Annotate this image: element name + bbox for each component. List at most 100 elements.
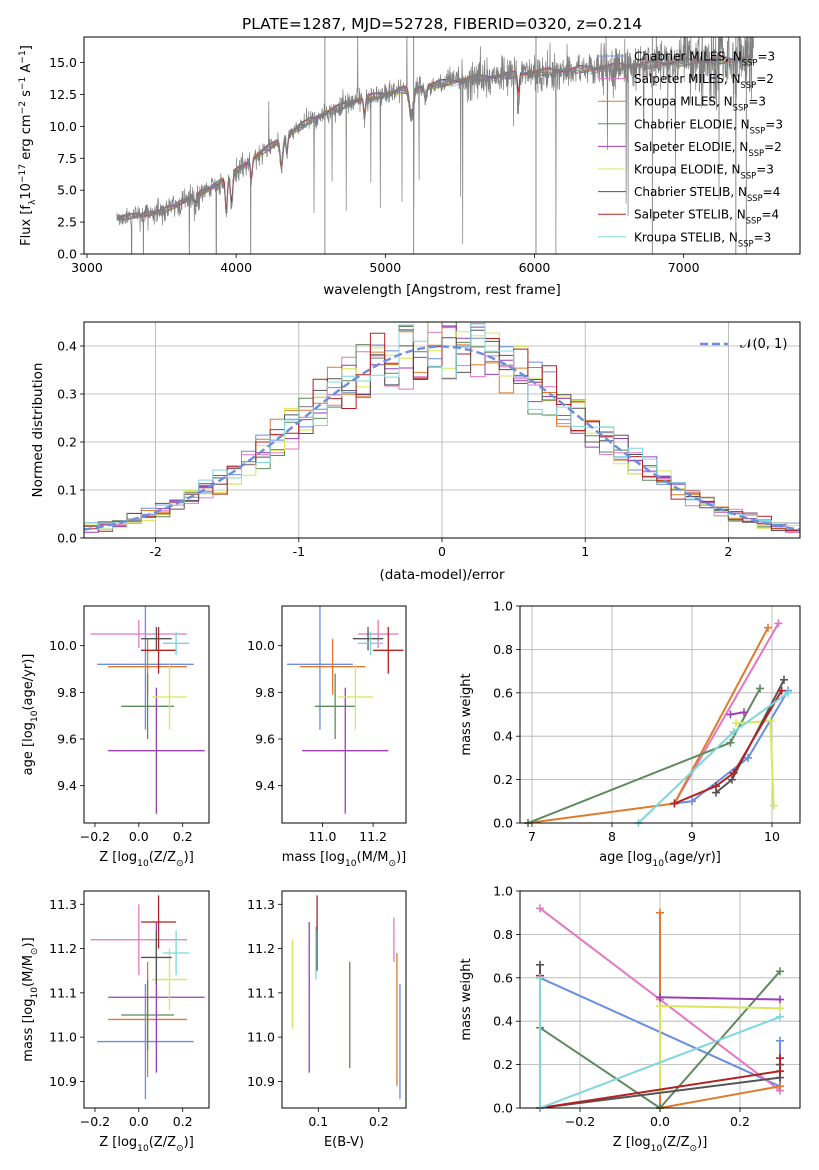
legend-label-part: SSP bbox=[748, 148, 764, 158]
x-tick-label: 4000 bbox=[220, 260, 252, 275]
y-tick-label: 0.8 bbox=[493, 927, 513, 942]
age-vs-mass-panel: 11.0 11.2 9.4 9.6 9.8 10.0 mass [log10(M/M⊙)] bbox=[247, 605, 407, 869]
y-tick-label: 11.0 bbox=[49, 1030, 77, 1045]
y-tick-label: 1.0 bbox=[493, 599, 513, 614]
plot-frame bbox=[519, 605, 801, 824]
x-axis-label-part: E(B-V) bbox=[324, 1135, 364, 1150]
x-tick-label: 0.0 bbox=[650, 1114, 670, 1129]
y-tick-label: 0.2 bbox=[493, 772, 513, 787]
y-tick-label: 7.5 bbox=[57, 151, 77, 166]
weight-series-line bbox=[674, 690, 789, 805]
legend-label-part: SSP bbox=[738, 238, 754, 248]
x-axis-label-part: ⊙ bbox=[176, 859, 184, 869]
y-tick-label: 10.0 bbox=[49, 638, 77, 653]
x-axis-label-part: 10 bbox=[137, 1144, 149, 1154]
legend-label-part: =2 bbox=[764, 140, 782, 154]
legend-label-part: =2 bbox=[756, 72, 774, 86]
y-tick-label: 11.1 bbox=[49, 985, 77, 1000]
y-axis-label: mass weight bbox=[459, 673, 474, 755]
x-tick-label: 0.1 bbox=[308, 1114, 328, 1129]
y-axis-label-part: −1 bbox=[18, 77, 28, 90]
y-tick-label: 11.3 bbox=[247, 897, 275, 912]
x-axis-label-part: ⊙ bbox=[690, 1144, 698, 1154]
y-tick-label: 11.3 bbox=[49, 897, 77, 912]
y-tick-label: 0.8 bbox=[493, 642, 513, 657]
x-axis-label-part: (Z/Z bbox=[662, 1135, 689, 1150]
x-tick-label: 0.2 bbox=[173, 1114, 193, 1129]
legend-label-part: =3 bbox=[748, 95, 766, 109]
weight-series-line bbox=[673, 622, 780, 805]
legend-label: Chabrier ELODIE, NSSP=3 bbox=[634, 117, 783, 135]
x-tick-label: 6000 bbox=[519, 260, 551, 275]
x-axis-label-part: Z [log bbox=[99, 850, 137, 865]
legend-label: Chabrier MILES, NSSP=3 bbox=[634, 50, 775, 68]
y-tick-label: 0.4 bbox=[57, 339, 77, 354]
x-tick-label: 0.2 bbox=[730, 1114, 750, 1129]
y-tick-label: 9.8 bbox=[57, 685, 77, 700]
legend-label-part: SSP bbox=[750, 125, 766, 135]
y-tick-label: 0.1 bbox=[57, 483, 77, 498]
x-axis-label-part: age [log bbox=[599, 850, 652, 865]
x-tick-label: -2 bbox=[149, 544, 161, 559]
plot-frame bbox=[83, 321, 801, 539]
x-tick-label: −0.2 bbox=[80, 829, 110, 844]
y-tick-label: 15.0 bbox=[49, 55, 77, 70]
y-tick-label: 0.0 bbox=[57, 247, 77, 262]
x-axis-label-part: Z [log bbox=[99, 1135, 137, 1150]
y-tick-label: 11.1 bbox=[247, 985, 275, 1000]
y-tick-label: 0.2 bbox=[493, 1057, 513, 1072]
x-axis-label: Z [log10(Z/Z⊙)] bbox=[99, 1135, 194, 1154]
weight-series-line bbox=[539, 977, 781, 1108]
legend-label-part: =3 bbox=[754, 230, 772, 244]
legend-label: Salpeter MILES, NSSP=2 bbox=[634, 72, 774, 90]
x-tick-label: 0.0 bbox=[129, 1114, 149, 1129]
y-axis-label: mass [log10(M/M⊙)] bbox=[21, 937, 40, 1061]
y-tick-label: 10.9 bbox=[49, 1074, 77, 1089]
y-tick-label: 9.6 bbox=[57, 732, 77, 747]
figure-title: PLATE=1287, MJD=52728, FIBERID=0320, z=0… bbox=[242, 15, 642, 33]
y-axis-label-part: ⊙ bbox=[30, 947, 40, 955]
y-axis-label-part: ] bbox=[19, 45, 34, 50]
y-axis-label-part: 10 bbox=[19, 183, 34, 200]
x-axis-label: Z [log10(Z/Z⊙)] bbox=[613, 1135, 708, 1154]
y-axis-label-part: s bbox=[19, 90, 34, 101]
legend-label-part: =3 bbox=[765, 117, 783, 131]
legend-label-part: Chabrier STELIB, N bbox=[634, 185, 747, 199]
legend-label-part: Chabrier MILES, N bbox=[634, 50, 742, 64]
x-axis-label-part: )] bbox=[184, 1135, 194, 1150]
x-axis-label-part: )] bbox=[184, 850, 194, 865]
x-tick-label: 2 bbox=[724, 544, 732, 559]
x-axis-label-part: ⊙ bbox=[176, 1144, 184, 1154]
y-tick-label: 0.4 bbox=[493, 1014, 513, 1029]
legend-label-part: Salpeter ELODIE, N bbox=[634, 140, 748, 154]
x-axis-label-part: (M/M bbox=[357, 850, 389, 865]
x-axis-label-part: 10 bbox=[137, 859, 149, 869]
legend-label-part: SSP bbox=[741, 171, 757, 181]
legend-label-part: Salpeter STELIB, N bbox=[634, 208, 746, 222]
plot-frame bbox=[281, 890, 407, 1109]
y-tick-label: 11.2 bbox=[49, 941, 77, 956]
y-axis-label: Flux [fλ10−17 erg cm−2 s−1 A−1] bbox=[18, 45, 38, 246]
weight-series-line bbox=[539, 970, 781, 1108]
legend-label-part: SSP bbox=[746, 216, 762, 226]
y-axis-label: age [log10(age/yr)] bbox=[21, 654, 40, 776]
y-tick-label: 0.2 bbox=[57, 435, 77, 450]
y-tick-label: 10.0 bbox=[49, 119, 77, 134]
y-axis-label-part: 10 bbox=[30, 710, 40, 722]
x-axis-label-part: (Z/Z bbox=[149, 850, 176, 865]
x-axis-label: E(B-V) bbox=[324, 1135, 364, 1150]
weight-series-line bbox=[674, 690, 783, 805]
legend-label: Kroupa MILES, NSSP=3 bbox=[634, 95, 766, 113]
y-tick-label: 12.5 bbox=[49, 87, 77, 102]
y-tick-label: 0.0 bbox=[493, 816, 513, 831]
x-tick-label: 7000 bbox=[668, 260, 700, 275]
y-tick-label: 11.0 bbox=[247, 1030, 275, 1045]
x-tick-label: 10 bbox=[764, 829, 780, 844]
y-tick-label: 11.2 bbox=[247, 941, 275, 956]
y-tick-label: 5.0 bbox=[57, 183, 77, 198]
x-tick-label: -1 bbox=[293, 544, 305, 559]
x-axis-label-part: )] bbox=[697, 1135, 707, 1150]
legend-label-part: =4 bbox=[763, 185, 781, 199]
weight-series-line bbox=[659, 912, 781, 1108]
